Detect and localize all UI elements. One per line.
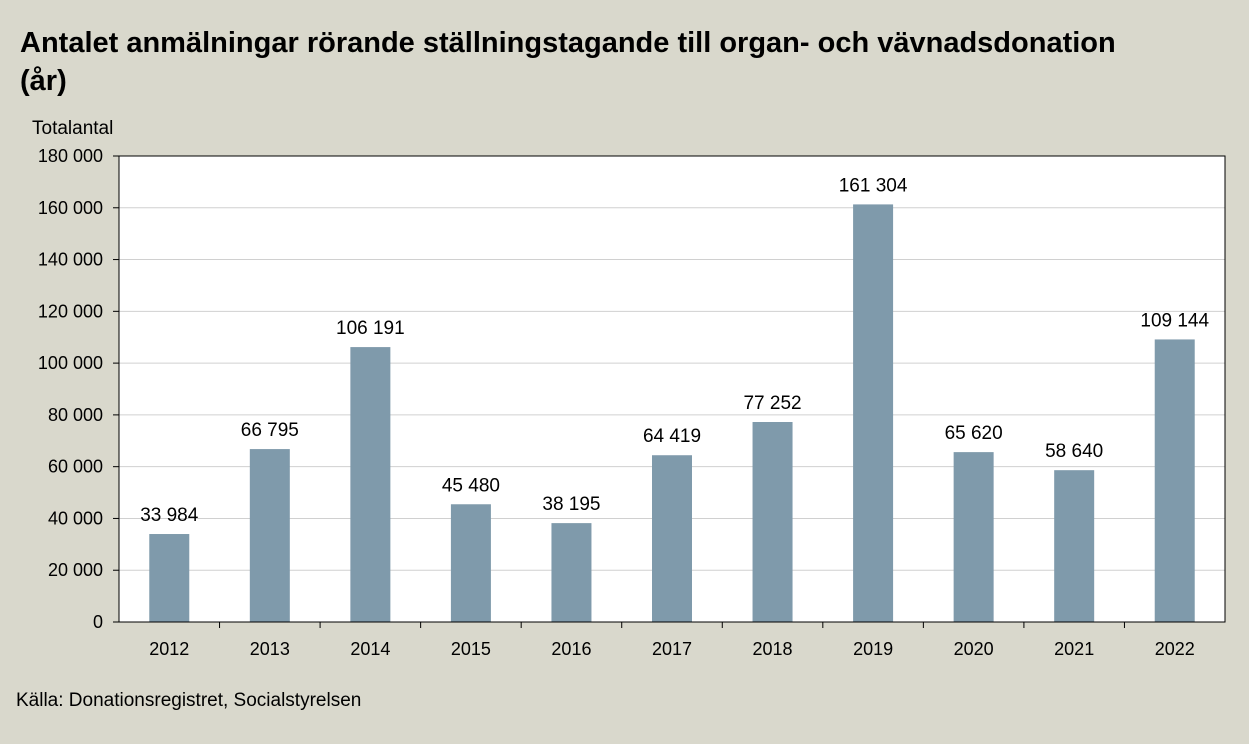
bar-2016: [551, 523, 592, 622]
x-tick-label-2018: 2018: [753, 639, 793, 659]
y-tick-label: 160 000: [38, 198, 103, 218]
y-tick-label: 140 000: [38, 250, 103, 270]
bar-2013: [249, 449, 290, 622]
x-tick-label-2015: 2015: [451, 639, 491, 659]
data-label-2017: 64 419: [643, 426, 701, 447]
data-label-2015: 45 480: [442, 475, 500, 496]
y-tick-label: 80 000: [48, 405, 103, 425]
bar-2018: [752, 422, 793, 622]
data-label-2020: 65 620: [945, 423, 1003, 444]
bar-2015: [450, 504, 491, 622]
labels: 0 20 000 40 000 60 000 80 000 100 000 120 000 1…: [38, 146, 1210, 659]
data-label-2016: 38 195: [542, 494, 600, 515]
y-axis-label: Totalantal: [32, 118, 113, 139]
y-tick-label: 40 000: [48, 508, 103, 528]
y-tick-label: 0: [93, 612, 103, 632]
data-label-2022: 109 144: [1140, 310, 1209, 331]
bar-2014: [350, 347, 391, 622]
bar-2017: [652, 455, 692, 622]
x-tick-label-2020: 2020: [954, 639, 994, 659]
bar-2012: [149, 534, 190, 622]
x-tick-label-2019: 2019: [853, 639, 893, 659]
bars: [149, 204, 1195, 623]
x-tick-label-2014: 2014: [350, 639, 390, 659]
x-tick-label-2021: 2021: [1054, 639, 1094, 659]
bar-2022: [1154, 339, 1195, 622]
data-label-2018: 77 252: [743, 393, 801, 414]
data-label-2019: 161 304: [839, 175, 908, 196]
data-label-2021: 58 640: [1045, 441, 1103, 462]
bar-2020: [953, 452, 994, 622]
data-label-2014: 106 191: [336, 318, 405, 339]
x-tick-label-2016: 2016: [551, 639, 591, 659]
bar-2019: [853, 204, 894, 623]
plot-border: [118, 155, 1226, 623]
chart-title: Antalet anmälningar rörande ställningsta…: [20, 27, 1116, 97]
y-tick-label: 60 000: [48, 457, 103, 477]
y-tick-label: 180 000: [38, 146, 103, 166]
data-label-2012: 33 984: [140, 505, 199, 526]
y-tick-label: 120 000: [38, 301, 103, 321]
x-tick-label-2017: 2017: [652, 639, 692, 659]
x-tick-label-2022: 2022: [1155, 639, 1195, 659]
source-note: Källa: Donationsregistret, Socialstyrels…: [16, 690, 362, 711]
x-tick-label-2012: 2012: [149, 639, 189, 659]
x-tick-label-2013: 2013: [250, 639, 290, 659]
bar-2021: [1054, 470, 1095, 622]
y-tick-label: 20 000: [48, 560, 103, 580]
y-tick-label: 100 000: [38, 353, 103, 373]
data-label-2013: 66 795: [241, 420, 299, 441]
axes: [113, 155, 1226, 628]
